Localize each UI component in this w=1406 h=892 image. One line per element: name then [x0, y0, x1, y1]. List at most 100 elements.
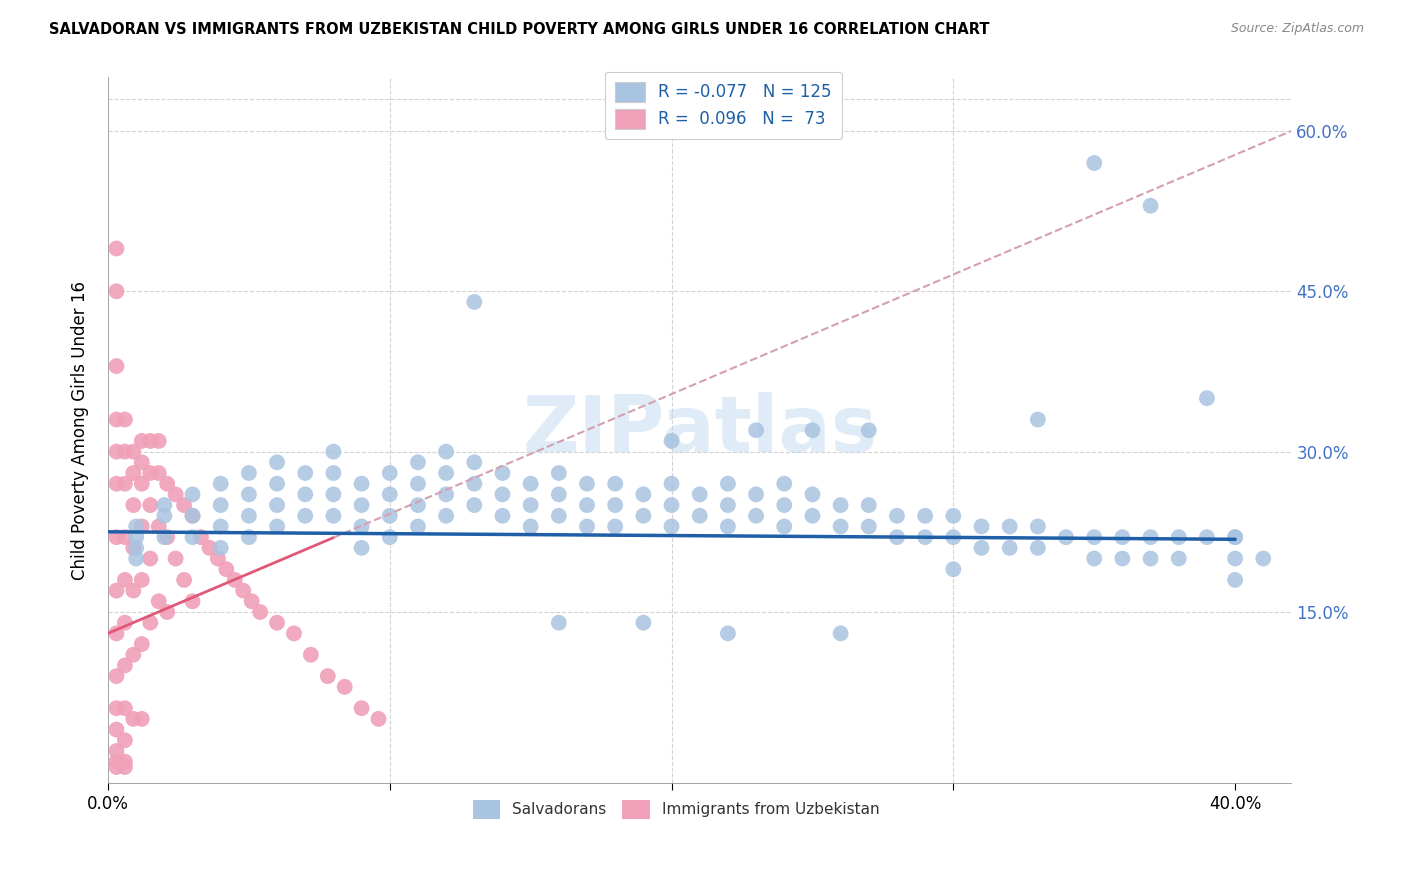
- Point: [633, 615, 655, 630]
- Point: [105, 359, 128, 373]
- Point: [105, 444, 128, 458]
- Point: [858, 498, 880, 512]
- Point: [148, 519, 170, 533]
- Point: [1139, 199, 1161, 213]
- Point: [1026, 519, 1049, 533]
- Point: [153, 508, 176, 523]
- Point: [519, 519, 541, 533]
- Point: [745, 487, 768, 501]
- Point: [266, 476, 288, 491]
- Point: [238, 530, 260, 544]
- Point: [661, 434, 683, 448]
- Point: [378, 466, 401, 480]
- Text: ZIPatlas: ZIPatlas: [522, 392, 877, 468]
- Point: [240, 594, 263, 608]
- Point: [406, 498, 429, 512]
- Point: [122, 444, 145, 458]
- Point: [1139, 551, 1161, 566]
- Point: [547, 466, 569, 480]
- Point: [689, 487, 711, 501]
- Point: [131, 476, 153, 491]
- Point: [131, 519, 153, 533]
- Y-axis label: Child Poverty Among Girls Under 16: Child Poverty Among Girls Under 16: [72, 281, 89, 580]
- Point: [1111, 530, 1133, 544]
- Point: [886, 530, 908, 544]
- Point: [605, 519, 627, 533]
- Point: [998, 519, 1021, 533]
- Point: [114, 476, 136, 491]
- Point: [122, 648, 145, 662]
- Point: [238, 487, 260, 501]
- Point: [998, 541, 1021, 555]
- Point: [215, 562, 238, 576]
- Point: [576, 498, 599, 512]
- Point: [105, 242, 128, 256]
- Point: [131, 455, 153, 469]
- Point: [1223, 530, 1246, 544]
- Point: [322, 466, 344, 480]
- Point: [148, 466, 170, 480]
- Point: [367, 712, 389, 726]
- Point: [207, 551, 229, 566]
- Point: [350, 498, 373, 512]
- Point: [173, 573, 195, 587]
- Point: [181, 530, 204, 544]
- Point: [322, 487, 344, 501]
- Point: [148, 434, 170, 448]
- Point: [605, 476, 627, 491]
- Point: [1167, 530, 1189, 544]
- Point: [125, 541, 148, 555]
- Point: [105, 701, 128, 715]
- Point: [165, 487, 187, 501]
- Point: [156, 605, 179, 619]
- Text: SALVADORAN VS IMMIGRANTS FROM UZBEKISTAN CHILD POVERTY AMONG GIRLS UNDER 16 CORR: SALVADORAN VS IMMIGRANTS FROM UZBEKISTAN…: [49, 22, 990, 37]
- Point: [114, 444, 136, 458]
- Point: [463, 476, 485, 491]
- Point: [801, 487, 824, 501]
- Point: [519, 498, 541, 512]
- Point: [209, 519, 232, 533]
- Point: [491, 508, 513, 523]
- Point: [105, 755, 128, 769]
- Point: [316, 669, 339, 683]
- Point: [661, 498, 683, 512]
- Point: [463, 455, 485, 469]
- Point: [190, 530, 212, 544]
- Point: [1223, 573, 1246, 587]
- Point: [105, 412, 128, 426]
- Point: [224, 573, 246, 587]
- Point: [745, 423, 768, 437]
- Point: [406, 476, 429, 491]
- Point: [114, 733, 136, 747]
- Point: [547, 487, 569, 501]
- Point: [350, 701, 373, 715]
- Point: [283, 626, 305, 640]
- Point: [209, 476, 232, 491]
- Point: [942, 530, 965, 544]
- Point: [114, 615, 136, 630]
- Point: [139, 434, 162, 448]
- Point: [139, 615, 162, 630]
- Point: [114, 412, 136, 426]
- Point: [114, 530, 136, 544]
- Point: [294, 487, 316, 501]
- Point: [830, 626, 852, 640]
- Point: [105, 285, 128, 299]
- Point: [773, 476, 796, 491]
- Point: [1195, 530, 1218, 544]
- Point: [491, 466, 513, 480]
- Point: [547, 615, 569, 630]
- Point: [153, 530, 176, 544]
- Text: Source: ZipAtlas.com: Source: ZipAtlas.com: [1230, 22, 1364, 36]
- Point: [1083, 551, 1105, 566]
- Point: [266, 455, 288, 469]
- Point: [139, 498, 162, 512]
- Point: [1251, 551, 1274, 566]
- Point: [148, 594, 170, 608]
- Point: [350, 476, 373, 491]
- Point: [294, 508, 316, 523]
- Point: [299, 648, 322, 662]
- Point: [830, 519, 852, 533]
- Point: [294, 466, 316, 480]
- Point: [886, 508, 908, 523]
